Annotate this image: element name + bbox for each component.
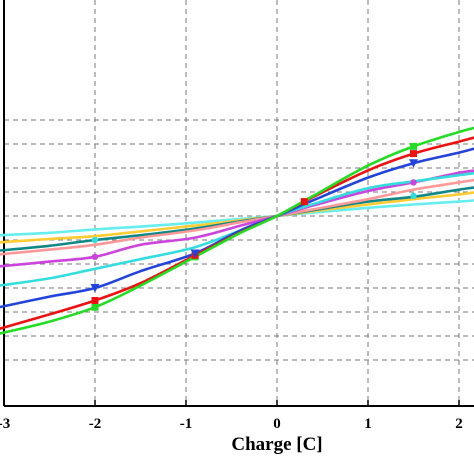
series-0-marker-0 [91, 303, 99, 311]
series-1-marker-2 [300, 198, 308, 206]
series-3-marker-1 [410, 192, 417, 200]
series-4-marker-0 [91, 253, 99, 260]
x-tick-label-1: -2 [89, 416, 102, 432]
axes [3, 0, 474, 407]
series-1-marker-0 [91, 296, 99, 304]
x-tick-label-3: 0 [273, 416, 281, 432]
series-markers [90, 142, 418, 311]
x-tick-labels: -3 -2 -1 0 1 2 [0, 416, 463, 432]
x-tick-label-0: -3 [0, 416, 10, 432]
series-2-marker-0 [90, 284, 100, 293]
series-1-marker-3 [410, 150, 417, 158]
series-line-5 [0, 178, 474, 256]
series-0-marker-3 [410, 142, 417, 150]
x-tick-label-4: 1 [364, 416, 372, 432]
series-line-0 [0, 126, 474, 335]
x-axis-title: Charge [C] [231, 434, 322, 455]
series-4-marker-1 [410, 179, 417, 186]
series-lines [0, 126, 474, 335]
series-2-marker-1 [190, 249, 200, 258]
series-2-marker-2 [409, 159, 418, 168]
series-3-marker-0 [91, 236, 99, 244]
x-tick-label-2: -1 [180, 416, 193, 432]
x-tick-label-5: 2 [455, 416, 463, 432]
